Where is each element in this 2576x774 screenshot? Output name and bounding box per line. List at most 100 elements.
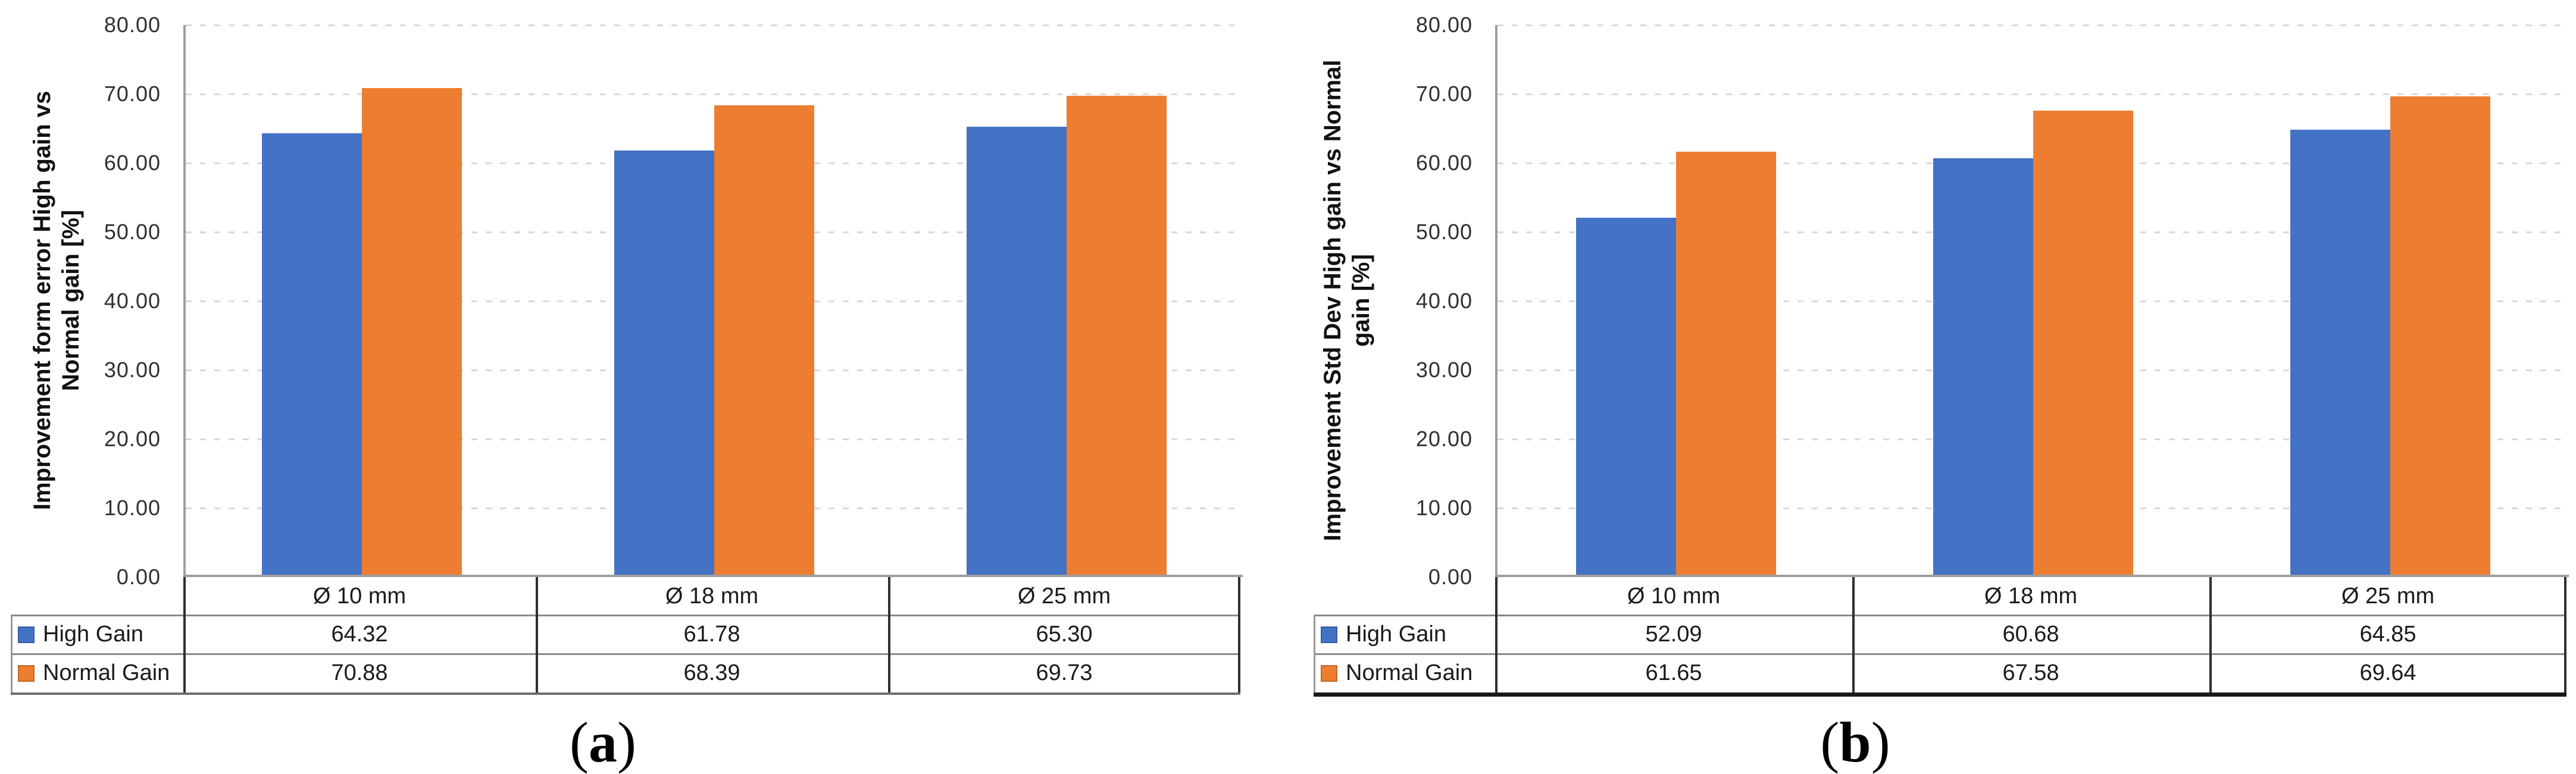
legend-swatch-icon bbox=[1321, 626, 1337, 643]
bar-group bbox=[538, 25, 890, 577]
table-header-row: Ø 10 mm Ø 18 mm Ø 25 mm bbox=[1495, 577, 2566, 615]
y-tick-label: 70.00 bbox=[1415, 82, 1473, 106]
table-column-divider bbox=[1495, 577, 1498, 692]
bar-group bbox=[1855, 25, 2212, 577]
table-value-cell: 52.09 bbox=[1645, 622, 1702, 647]
bar-normal-gain bbox=[362, 87, 462, 577]
table-column-divider bbox=[2564, 577, 2566, 692]
table-value-cell: 64.85 bbox=[2359, 622, 2416, 647]
category-label: Ø 18 mm bbox=[665, 584, 759, 609]
y-tick-label: 10.00 bbox=[104, 496, 161, 520]
table-value-cell: 64.32 bbox=[331, 622, 388, 647]
table-value-cell: 61.65 bbox=[1645, 660, 1702, 685]
table-series-row: Normal Gain 70.88 68.39 69.73 bbox=[11, 654, 1240, 692]
table-value-cell: 69.73 bbox=[1036, 660, 1093, 685]
legend-swatch-icon bbox=[18, 665, 35, 682]
table-row-divider bbox=[1314, 653, 2566, 655]
caption-close-paren: ) bbox=[617, 710, 636, 774]
table-series-row: High Gain 52.09 60.68 64.85 bbox=[1314, 615, 2566, 654]
legend-column-border bbox=[11, 615, 12, 692]
table-column-divider bbox=[1238, 577, 1240, 692]
caption-letter: a bbox=[589, 710, 617, 774]
legend-swatch-icon bbox=[1321, 665, 1337, 682]
table-value-cell: 60.68 bbox=[2002, 622, 2059, 647]
legend-item: High Gain bbox=[1314, 615, 1495, 654]
bar-group bbox=[890, 25, 1243, 577]
table-header-row: Ø 10 mm Ø 18 mm Ø 25 mm bbox=[183, 577, 1240, 615]
y-tick-label: 40.00 bbox=[1415, 289, 1473, 313]
y-tick-label: 0.00 bbox=[116, 565, 161, 589]
bar-normal-gain bbox=[2033, 111, 2133, 577]
data-table: Ø 10 mm Ø 18 mm Ø 25 mm High Gain 52.09 60.68… bbox=[1314, 577, 2566, 697]
table-value-cell: 70.88 bbox=[331, 660, 388, 685]
bar-group bbox=[186, 25, 538, 577]
y-tick-label: 70.00 bbox=[104, 82, 161, 106]
legend-item: High Gain bbox=[11, 615, 183, 654]
gridline bbox=[1498, 24, 2569, 26]
x-axis-line bbox=[183, 575, 1243, 577]
table-column-divider bbox=[183, 577, 186, 692]
bar-normal-gain bbox=[1067, 96, 1167, 577]
category-label: Ø 25 mm bbox=[1017, 584, 1111, 609]
y-tick-label: 30.00 bbox=[104, 358, 161, 382]
legend-series-name: High Gain bbox=[1346, 622, 1446, 647]
caption-close-paren: ) bbox=[1871, 710, 1890, 774]
legend-item: Normal Gain bbox=[1314, 654, 1495, 692]
bar-normal-gain bbox=[2390, 96, 2490, 577]
y-tick-label: 50.00 bbox=[1415, 220, 1473, 244]
category-label: Ø 18 mm bbox=[1984, 584, 2078, 609]
bar-normal-gain bbox=[714, 105, 814, 577]
bar-high-gain bbox=[967, 126, 1067, 577]
bar-high-gain bbox=[614, 151, 714, 577]
chart-panel-b: Improvement Std Dev High gain vs Normal … bbox=[1288, 0, 2576, 774]
legend-swatch-icon bbox=[18, 626, 35, 643]
panel-caption-a: (a) bbox=[570, 713, 636, 772]
bar-high-gain bbox=[262, 133, 362, 577]
y-tick-label: 60.00 bbox=[1415, 151, 1473, 175]
gridline bbox=[186, 93, 1243, 95]
bar-high-gain bbox=[1576, 217, 1676, 577]
bar-normal-gain bbox=[1676, 151, 1776, 577]
bar-high-gain bbox=[2290, 129, 2390, 577]
table-column-divider bbox=[536, 577, 538, 692]
table-row-divider bbox=[11, 653, 1240, 655]
y-tick-label: 80.00 bbox=[1415, 12, 1473, 37]
legend-series-name: Normal Gain bbox=[1346, 660, 1473, 685]
table-row-divider bbox=[1314, 615, 2566, 616]
table-series-row: High Gain 64.32 61.78 65.30 bbox=[11, 615, 1240, 654]
table-value-cell: 61.78 bbox=[683, 622, 740, 647]
caption-letter: b bbox=[1839, 710, 1871, 774]
legend-series-name: High Gain bbox=[43, 622, 143, 647]
table-value-cell: 65.30 bbox=[1036, 622, 1093, 647]
gridline bbox=[186, 24, 1243, 26]
table-column-divider bbox=[1852, 577, 1855, 692]
caption-open-paren: ( bbox=[570, 710, 589, 774]
legend-item: Normal Gain bbox=[11, 654, 183, 692]
y-tick-label: 10.00 bbox=[1415, 496, 1473, 520]
data-table: Ø 10 mm Ø 18 mm Ø 25 mm High Gain 64.32 61.78… bbox=[11, 577, 1240, 695]
category-label: Ø 10 mm bbox=[312, 584, 407, 609]
plot-area bbox=[1495, 24, 2569, 577]
bar-high-gain bbox=[1933, 158, 2033, 577]
chart-panel-a: Improvement form error High gain vs Norm… bbox=[11, 12, 1243, 772]
bar-group bbox=[1498, 25, 1855, 577]
y-tick-label: 60.00 bbox=[104, 151, 161, 175]
table-row-divider bbox=[11, 615, 1240, 616]
y-tick-label: 30.00 bbox=[1415, 358, 1473, 382]
gridline bbox=[1498, 93, 2569, 95]
table-column-divider bbox=[2209, 577, 2212, 692]
x-axis-line bbox=[1495, 575, 2569, 577]
y-tick-label: 0.00 bbox=[1428, 565, 1473, 589]
table-column-divider bbox=[888, 577, 890, 692]
panel-caption-b: (b) bbox=[1820, 713, 1890, 772]
table-value-cell: 67.58 bbox=[2002, 660, 2059, 685]
y-tick-label: 80.00 bbox=[104, 12, 161, 37]
y-tick-label: 20.00 bbox=[104, 427, 161, 451]
category-label: Ø 10 mm bbox=[1627, 584, 1721, 609]
table-series-row: Normal Gain 61.65 67.58 69.64 bbox=[1314, 654, 2566, 692]
legend-column-border bbox=[1314, 615, 1315, 692]
table-value-cell: 69.64 bbox=[2359, 660, 2416, 685]
table-value-cell: 68.39 bbox=[683, 660, 740, 685]
bar-groups bbox=[1498, 25, 2569, 577]
